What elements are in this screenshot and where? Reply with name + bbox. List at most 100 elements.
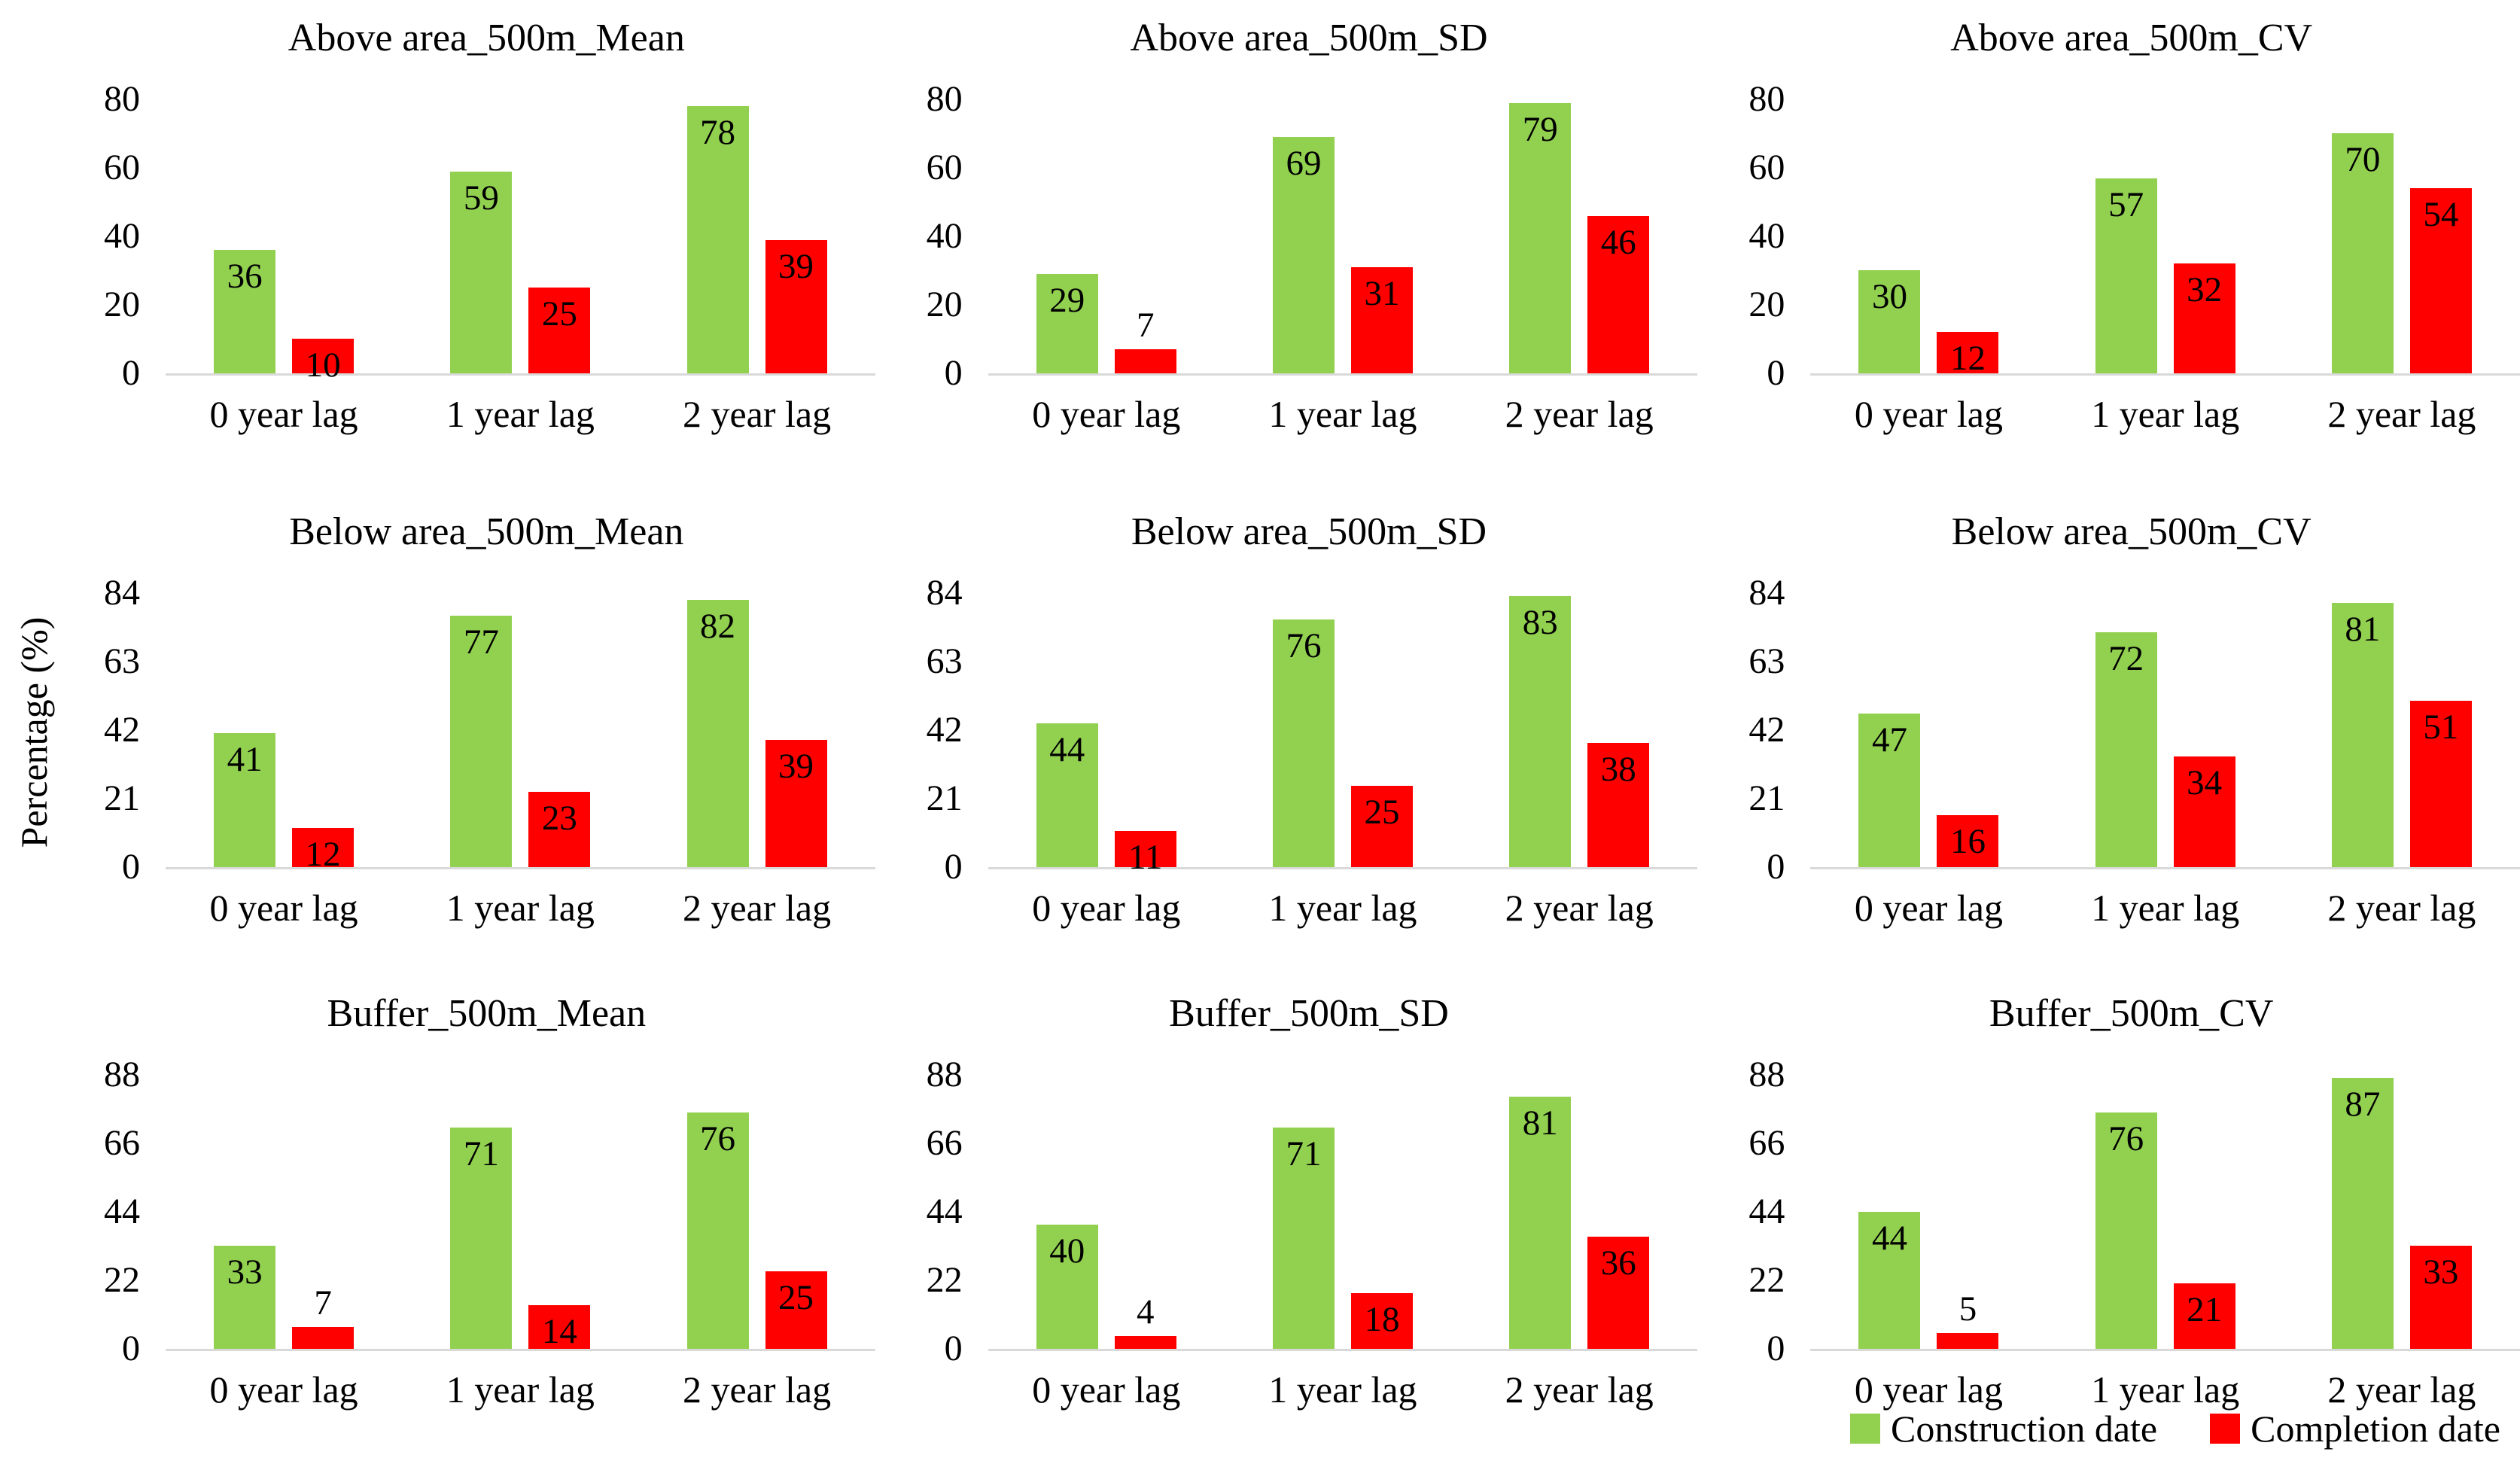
chart-panel: Buffer_500m_SD 0 22 44 66 88 40 4 71 18 81 36 0 year…	[875, 948, 1698, 1438]
construction-bar: 87	[2331, 1078, 2394, 1349]
bar-group: 36 10	[166, 99, 402, 383]
x-category-label: 1 year lag	[446, 1368, 595, 1411]
bar-value-label: 87	[2345, 1085, 2381, 1124]
bar-value-label: 39	[778, 747, 814, 786]
completion-bar: 18	[1350, 1293, 1413, 1349]
bar-value-label: 11	[1128, 838, 1163, 877]
y-axis-tick-label: 60	[1748, 148, 1785, 187]
y-axis-tick-label: 66	[104, 1123, 140, 1163]
bar-value-label: 32	[2187, 270, 2223, 309]
bar-group: 47 16	[1810, 593, 2047, 867]
chart-panel: Buffer_500m_CV 0 22 44 66 88 44 5 76 21 87 33 0 year…	[1697, 948, 2520, 1438]
bar-value-label: 14	[541, 1312, 577, 1351]
plot: 36 10 59 25 78 39	[166, 99, 875, 383]
completion-bar: 25	[528, 288, 591, 373]
bar-value-label: 81	[2345, 610, 2381, 649]
y-axis-title: Percentage (%)	[13, 616, 55, 848]
y-axis-tick-label: 21	[1748, 778, 1785, 818]
bar-value-label: 23	[541, 799, 577, 838]
chart-title: Below area_500m_Mean	[289, 510, 684, 553]
construction-bar: 69	[1272, 137, 1335, 373]
bar-value-label: 33	[2423, 1252, 2459, 1292]
bar-value-label: 25	[1364, 793, 1400, 832]
bar-value-label: 34	[2187, 763, 2223, 802]
x-category-label: 0 year lag	[209, 1368, 358, 1411]
construction-bar: 71	[450, 1128, 513, 1349]
bar-group: 87 33	[2284, 1075, 2520, 1349]
x-category-label: 2 year lag	[1505, 887, 1654, 929]
y-axis-tick-label: 0	[1767, 1329, 1785, 1368]
x-category-label: 2 year lag	[682, 393, 832, 435]
chart-title: Below area_500m_CV	[1951, 510, 2312, 553]
x-axis: 0 year lag 1 year lag 2 year lag	[1810, 869, 2520, 930]
y-axis: 0 21 42 63 84	[53, 575, 166, 885]
y-axis-tick-label: 88	[104, 1055, 140, 1094]
bar-group: 44 11	[988, 593, 1225, 875]
bar-group: 44 5	[1810, 1075, 2047, 1349]
construction-bar: 57	[2095, 178, 2157, 373]
bar-value-label: 79	[1522, 110, 1558, 149]
y-axis-tick-label: 0	[122, 1329, 140, 1368]
completion-bar: 36	[1587, 1237, 1650, 1349]
completion-bar: 38	[1587, 743, 1650, 867]
y-axis: 0 21 42 63 84	[875, 575, 988, 885]
plot: 44 5 76 21 87 33	[1810, 1075, 2520, 1351]
bar-value-label: 12	[305, 835, 341, 874]
x-category-label: 0 year lag	[209, 393, 358, 435]
completion-bar: 25	[1350, 786, 1413, 867]
bar-value-label: 76	[700, 1119, 736, 1158]
x-category-label: 0 year lag	[209, 887, 358, 929]
bar-value-label: 5	[1958, 1289, 1977, 1329]
construction-bar: 29	[1036, 274, 1098, 373]
x-axis: 0 year lag 1 year lag 2 year lag	[166, 869, 875, 930]
bar-group: 77 23	[402, 593, 638, 867]
x-category-label: 1 year lag	[446, 393, 595, 435]
y-axis-tick-label: 44	[926, 1192, 963, 1231]
construction-bar: 59	[450, 172, 513, 373]
bar-value-label: 25	[778, 1278, 814, 1317]
bar-value-label: 31	[1364, 274, 1400, 313]
completion-bar: 39	[765, 740, 827, 867]
plot: 47 16 72 34 81 51	[1810, 593, 2520, 869]
bar-value-label: 72	[2108, 639, 2144, 678]
y-axis-tick-label: 40	[104, 216, 140, 256]
completion-bar: 11	[1114, 831, 1176, 875]
bar-value-label: 81	[1522, 1103, 1558, 1143]
y-axis: 0 22 44 66 88	[875, 1057, 988, 1367]
bar-value-label: 18	[1364, 1300, 1400, 1339]
completion-bar: 12	[1937, 332, 1999, 378]
x-category-label: 2 year lag	[2327, 393, 2476, 435]
x-axis: 0 year lag 1 year lag 2 year lag	[988, 1351, 1698, 1411]
completion-bar: 25	[765, 1271, 827, 1349]
bar-value-label: 12	[1949, 339, 1986, 378]
chart-title: Above area_500m_Mean	[288, 17, 685, 59]
construction-bar: 44	[1036, 723, 1098, 867]
completion-bar: 51	[2409, 701, 2472, 867]
x-category-label: 2 year lag	[1505, 393, 1654, 435]
bar-value-label: 57	[2108, 185, 2144, 224]
bar-group: 57 32	[2047, 99, 2284, 373]
construction-bar: 40	[1036, 1225, 1098, 1349]
bar-group: 71 18	[1225, 1075, 1461, 1349]
bar-group: 33 7	[166, 1075, 402, 1349]
plot: 40 4 71 18 81 36	[988, 1075, 1698, 1351]
construction-bar: 83	[1509, 596, 1572, 867]
bar-value-label: 46	[1600, 223, 1636, 262]
y-axis-tick-label: 80	[104, 79, 140, 119]
bar-group: 76 25	[638, 1075, 875, 1349]
x-category-label: 1 year lag	[1268, 1368, 1417, 1411]
bar-value-label: 16	[1949, 822, 1986, 861]
y-axis: 0 20 40 60 80	[53, 81, 166, 391]
y-axis-tick-label: 88	[926, 1055, 963, 1094]
x-axis: 0 year lag 1 year lag 2 year lag	[988, 869, 1698, 930]
legend-label: Completion date	[2251, 1408, 2500, 1450]
y-axis-tick-label: 42	[1748, 710, 1785, 750]
bar-group: 83 38	[1461, 593, 1697, 867]
construction-bar: 78	[686, 106, 749, 373]
x-category-label: 2 year lag	[682, 1368, 832, 1411]
completion-bar: 23	[528, 792, 591, 867]
y-axis-tick-label: 63	[104, 641, 140, 681]
bar-group: 70 54	[2284, 99, 2520, 373]
bar-value-label: 54	[2423, 195, 2459, 234]
